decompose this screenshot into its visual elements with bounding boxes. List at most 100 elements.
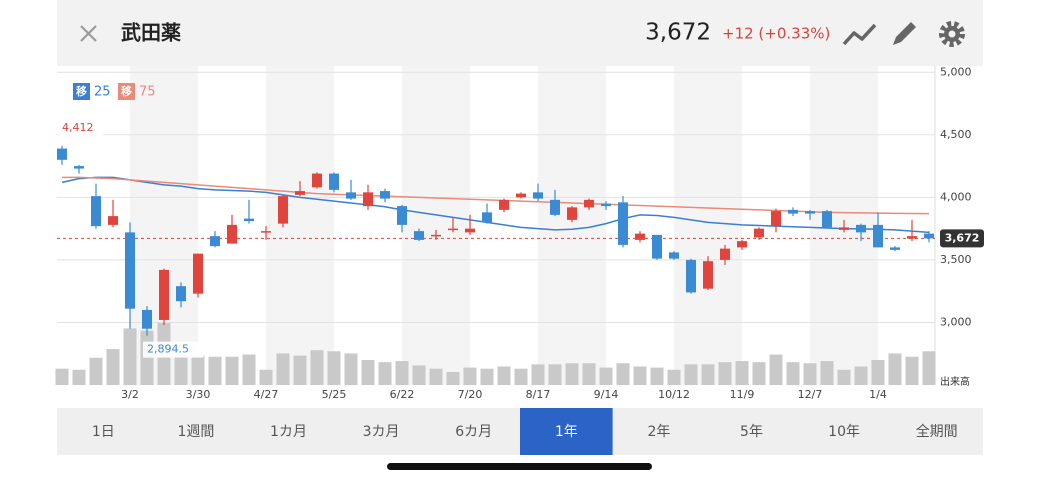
price-change: +12 (+0.33%): [722, 25, 830, 43]
candle-body: [295, 191, 305, 195]
volume-bar: [378, 362, 392, 385]
legend-badge: [118, 83, 135, 100]
volume-bar: [888, 353, 902, 385]
volume-bar: [242, 354, 256, 385]
volume-bar: [276, 353, 290, 385]
volume-bar: [565, 363, 579, 385]
candle-body: [533, 192, 543, 199]
x-tick-label: 1/4: [869, 388, 887, 401]
x-tick-label: 12/7: [798, 388, 823, 401]
candle-body: [924, 233, 934, 239]
volume-bar: [89, 357, 103, 385]
period-tab[interactable]: 1日: [92, 424, 115, 440]
candle-body: [91, 196, 101, 227]
candle-body: [74, 166, 84, 169]
volume-bar: [667, 369, 681, 385]
legend-label: 25: [94, 85, 111, 100]
candle-body: [176, 286, 186, 302]
volume-bar: [735, 361, 749, 385]
x-tick-label: 5/25: [322, 388, 347, 401]
y-tick-label: 4,500: [940, 128, 972, 141]
volume-bar: [429, 368, 443, 385]
volume-bar: [633, 366, 647, 385]
candle-body: [244, 218, 254, 222]
volume-bar: [293, 355, 307, 385]
volume-bar: [871, 359, 885, 385]
candle-body: [720, 248, 730, 260]
price: 3,672: [645, 20, 711, 46]
x-tick-label: 4/27: [254, 388, 279, 401]
x-tick-label: 3/30: [186, 388, 211, 401]
candle-body: [346, 192, 356, 199]
period-tab[interactable]: 6カ月: [455, 424, 492, 440]
x-tick-label: 6/22: [390, 388, 415, 401]
period-tab[interactable]: 2年: [647, 424, 670, 440]
candle-body: [312, 173, 322, 188]
candle-body: [635, 233, 645, 240]
period-tab[interactable]: 10年: [828, 424, 860, 440]
candle-body: [414, 231, 424, 240]
candle-body: [210, 236, 220, 247]
volume-bar: [582, 363, 596, 385]
settings-icon[interactable]: [939, 21, 965, 47]
candle-body: [448, 228, 458, 231]
candle-body: [431, 234, 441, 237]
period-tab[interactable]: 1カ月: [270, 424, 307, 440]
candle-body: [397, 206, 407, 225]
candle-body: [465, 228, 475, 233]
volume-bar: [905, 356, 919, 385]
candle-body: [482, 212, 492, 223]
period-tab[interactable]: 5年: [740, 424, 763, 440]
volume-bar: [514, 368, 528, 385]
moving-average-line: [62, 176, 930, 215]
volume-bar: [548, 364, 562, 385]
candle-body: [380, 191, 390, 199]
candle-body: [193, 253, 203, 294]
volume-bar: [344, 353, 358, 385]
candle-body: [890, 247, 900, 250]
plot: 3,000 3,500 4,000 4,500 5,000 出来高 3/2 3/30 4/27 5…: [55, 65, 984, 401]
volume-bar: [684, 364, 698, 385]
annotation-bg: [143, 341, 204, 358]
moving-average-line: [61, 176, 930, 234]
volume-bar: [769, 354, 783, 385]
y-tick-label: 5,000: [940, 65, 972, 78]
chart-type-icon[interactable]: [842, 23, 877, 46]
volume-bar: [752, 362, 766, 385]
candle-body: [142, 309, 152, 329]
x-tick-label: 8/17: [526, 388, 551, 401]
period-tab[interactable]: 1年: [555, 424, 578, 440]
volume-bar: [395, 361, 409, 385]
x-tick-label: 9/14: [594, 388, 619, 401]
volume-bar: [718, 362, 732, 385]
candle-body: [329, 173, 339, 190]
volume-bar: [412, 365, 426, 385]
volume-bar: [786, 362, 800, 385]
volume-bar: [106, 349, 120, 385]
x-tick-label: 7/20: [458, 388, 483, 401]
volume-bar: [497, 366, 511, 385]
candle-body: [550, 199, 560, 215]
volume-bar: [140, 330, 154, 385]
candle-body: [686, 259, 696, 293]
candle-body: [499, 199, 509, 210]
candle-body: [805, 211, 815, 214]
last-price-tag: [940, 229, 984, 248]
home-indicator: [387, 463, 652, 470]
volume-bar: [820, 361, 834, 385]
candle-body: [669, 252, 679, 259]
candle-body: [754, 228, 764, 238]
y-tick-label: 4,000: [940, 190, 972, 203]
y-tick-label: 3,000: [940, 315, 972, 328]
candle-body: [516, 193, 526, 198]
period-tab[interactable]: 1週間: [177, 424, 214, 440]
edit-icon[interactable]: [893, 22, 916, 45]
annotation-bg: [58, 119, 104, 136]
legend-badge-text: 移: [76, 84, 87, 98]
volume-bar: [837, 369, 851, 385]
close-button[interactable]: [80, 25, 97, 42]
period-tab[interactable]: 全期間: [916, 423, 958, 440]
period-tab[interactable]: 3カ月: [363, 424, 400, 440]
y-tick-label: 3,500: [940, 253, 972, 266]
